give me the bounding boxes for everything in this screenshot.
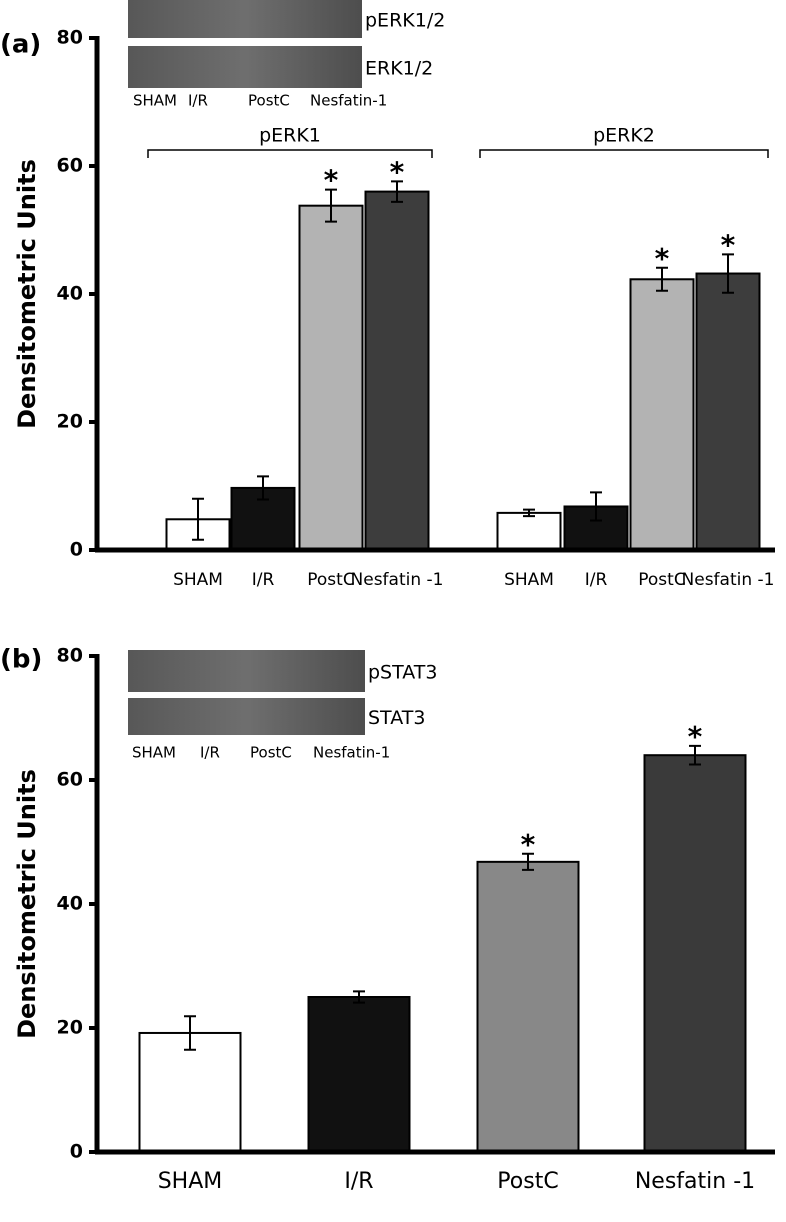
blot-label: ERK1/2	[365, 58, 433, 80]
y-tick-label: 80	[57, 645, 83, 667]
significance-mark: *	[521, 828, 536, 861]
significance-mark: *	[721, 228, 736, 261]
y-tick-label: 20	[57, 411, 83, 433]
blot-image	[128, 46, 362, 88]
error-bar	[590, 491, 602, 522]
x-tick-label: Nesfatin -1	[351, 570, 444, 590]
error-bar	[353, 990, 365, 1004]
y-tick-label: 60	[57, 155, 83, 177]
blot-lane-label: Nesfatin-1	[313, 744, 390, 762]
bracket	[147, 149, 433, 158]
bracket	[479, 149, 769, 158]
x-tick-label: I/R	[344, 1169, 373, 1194]
blot-label: pSTAT3	[368, 662, 437, 684]
significance-mark: *	[655, 242, 670, 275]
blot-label: pERK1/2	[365, 10, 445, 32]
x-tick-label: Nesfatin -1	[682, 570, 775, 590]
blot-lane-label: I/R	[200, 744, 220, 762]
bar	[476, 860, 580, 1154]
bar	[298, 204, 364, 551]
error-bar	[192, 497, 204, 541]
bar	[496, 511, 562, 552]
x-tick-label: SHAM	[504, 570, 554, 590]
error-bar	[656, 266, 668, 292]
error-bar	[522, 852, 534, 871]
blot-lane-label: PostC	[250, 744, 292, 762]
error-bar	[184, 1015, 196, 1051]
y-tick-label: 20	[57, 1017, 83, 1039]
x-tick-label: Nesfatin -1	[635, 1169, 755, 1194]
x-tick-label: SHAM	[173, 570, 223, 590]
blot-image	[128, 0, 362, 38]
blot-lane-label: PostC	[248, 92, 290, 110]
x-tick-label: PostC	[638, 570, 685, 590]
bar	[695, 272, 761, 551]
y-tick-label: 40	[57, 283, 83, 305]
blot-lane-label: SHAM	[133, 92, 177, 110]
y-tick-label: 80	[57, 27, 83, 49]
error-bar	[689, 744, 701, 766]
y-tick-label: 0	[70, 539, 83, 561]
group-label: pERK2	[593, 125, 655, 147]
error-bar	[325, 188, 337, 223]
panel-label: (a)	[0, 30, 41, 60]
y-tick-label: 0	[70, 1141, 83, 1163]
bar	[307, 996, 411, 1153]
x-tick-label: PostC	[307, 570, 354, 590]
x-tick-label: I/R	[252, 570, 275, 590]
blot-image	[128, 650, 365, 692]
blot-label: STAT3	[368, 707, 425, 729]
bar	[364, 190, 430, 551]
y-tick-label: 60	[57, 769, 83, 791]
x-tick-label: SHAM	[158, 1169, 223, 1194]
y-axis-label: Densitometric Units	[13, 769, 41, 1039]
bar	[138, 1031, 242, 1153]
x-tick-label: I/R	[585, 570, 608, 590]
significance-mark: *	[324, 164, 339, 197]
blot-lane-label: I/R	[188, 92, 208, 110]
error-bar	[722, 253, 734, 294]
blot-lane-label: SHAM	[132, 744, 176, 762]
error-bar	[257, 475, 269, 501]
y-axis-label: Densitometric Units	[13, 159, 41, 429]
blot-lane-label: Nesfatin-1	[310, 92, 387, 110]
group-label: pERK1	[259, 125, 321, 147]
bar	[629, 278, 695, 551]
error-bar	[391, 180, 403, 203]
significance-mark: *	[688, 720, 703, 753]
bar	[643, 754, 747, 1153]
significance-mark: *	[390, 155, 405, 188]
x-tick-label: PostC	[497, 1169, 558, 1194]
error-bar	[523, 508, 535, 518]
panel-label: (b)	[0, 645, 42, 675]
y-tick-label: 40	[57, 893, 83, 915]
blot-image	[128, 698, 365, 735]
